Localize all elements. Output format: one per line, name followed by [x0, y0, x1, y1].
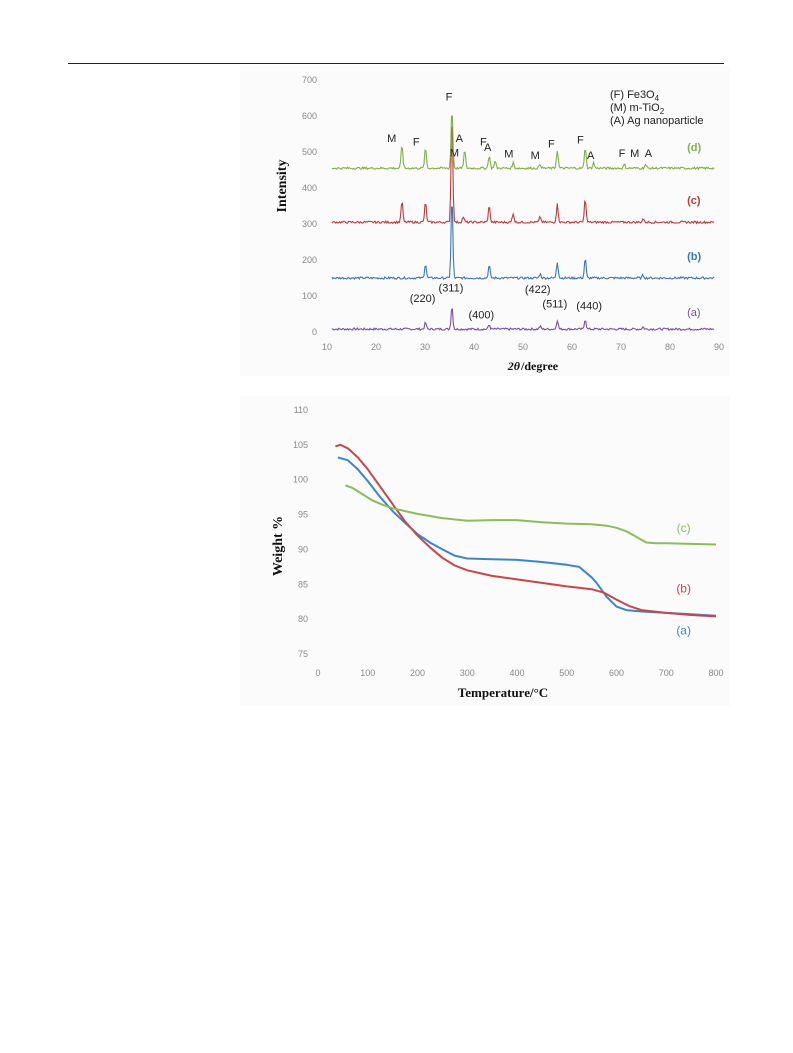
tga-x-tick-label: 600 [609, 668, 624, 678]
xrd-phase-mark: M [630, 148, 639, 160]
tga-x-tick-label: 0 [315, 668, 320, 678]
xrd-y-tick-label: 400 [302, 183, 317, 193]
tga-x-tick-label: 500 [559, 668, 574, 678]
legend-item-fe3o4: (F) Fe3O4 [610, 89, 660, 103]
tga-y-tick-label: 90 [298, 544, 308, 554]
xrd-hkl-label: (440) [576, 300, 602, 312]
tga-y-tick-label: 100 [293, 475, 308, 485]
xrd-phase-mark: F [548, 138, 555, 150]
xrd-series-line-b [331, 206, 715, 281]
xrd-chart-panel: 10 20 30 40 50 60 70 80 90 0 100 200 300 400 500 600 700… [240, 66, 730, 376]
tga-y-tick-label: 80 [298, 614, 308, 624]
tga-chart: 0 100 200 300 400 500 600 700 800 75 80 85 90 95 100 10… [271, 405, 724, 700]
xrd-hkl-label: (511) [542, 299, 567, 311]
xrd-phase-mark: M [387, 133, 396, 145]
tga-y-tick-label: 95 [298, 510, 308, 520]
tga-y-tick-label: 85 [298, 579, 308, 589]
xrd-hkl-label: (311) [439, 282, 464, 294]
xrd-series-line-a [331, 308, 715, 332]
xrd-phase-mark: F [480, 137, 487, 149]
xrd-y-tick-label: 600 [302, 111, 317, 121]
xrd-y-tick-label: 200 [302, 255, 317, 265]
xrd-y-tick-label: 0 [312, 327, 317, 337]
tga-series-line-b [335, 443, 717, 618]
tga-x-tick-label: 200 [410, 668, 425, 678]
legend-item-ag: (A) Ag nanoparticle [610, 115, 704, 127]
tga-x-tick-label: 700 [659, 668, 674, 678]
tga-series-label: (a) [676, 623, 691, 637]
xrd-x-tick-label: 20 [371, 342, 381, 352]
tga-y-tick-label: 105 [293, 440, 308, 450]
xrd-hkl-label: (422) [525, 284, 551, 296]
xrd-y-axis-label: Intensity [275, 160, 290, 213]
tga-x-tick-label: 300 [460, 668, 475, 678]
xrd-x-axis-label-unit: /degree [520, 359, 559, 373]
tga-x-tick-label: 100 [360, 668, 375, 678]
xrd-x-tick-label: 50 [518, 342, 528, 352]
xrd-y-tick-label: 700 [302, 75, 317, 85]
tga-series-line-c [345, 484, 717, 546]
xrd-series-line-d [331, 115, 715, 171]
xrd-phase-mark: A [645, 148, 653, 160]
xrd-legend: (F) Fe3O4 (M) m-TiO2 (A) Ag nanoparticle [610, 89, 704, 127]
legend-item-m-tio2: (M) m-TiO2 [610, 102, 665, 116]
header-rule [68, 63, 724, 64]
xrd-x-tick-label: 40 [469, 342, 479, 352]
xrd-phase-mark: A [456, 133, 464, 145]
xrd-phase-mark: A [484, 142, 492, 154]
xrd-series-label: (b) [687, 251, 701, 263]
xrd-series-line-c [331, 125, 715, 225]
xrd-phase-mark: M [450, 147, 459, 159]
xrd-hkl-label: (400) [469, 309, 495, 321]
tga-x-tick-label: 800 [708, 668, 723, 678]
xrd-series-label: (a) [687, 307, 700, 319]
xrd-x-tick-label: 90 [714, 342, 724, 352]
tga-x-tick-label: 400 [509, 668, 524, 678]
tga-y-tick-label: 75 [298, 649, 308, 659]
xrd-phase-mark: M [504, 148, 513, 160]
xrd-x-tick-label: 70 [616, 342, 626, 352]
xrd-hkl-label: (220) [410, 293, 436, 305]
xrd-series-label: (d) [687, 142, 701, 154]
xrd-x-axis-label-symbol: 2θ [507, 359, 521, 373]
tga-y-tick-label: 110 [294, 405, 308, 415]
xrd-y-tick-label: 100 [302, 291, 317, 301]
xrd-phase-mark: F [413, 137, 420, 149]
xrd-series-label: (c) [687, 195, 701, 207]
xrd-x-tick-label: 30 [420, 342, 430, 352]
xrd-phase-mark: M [531, 150, 540, 162]
xrd-x-tick-label: 80 [665, 342, 675, 352]
xrd-y-tick-label: 500 [302, 147, 317, 157]
xrd-phase-mark: F [577, 135, 584, 147]
tga-series-label: (b) [676, 582, 691, 596]
xrd-x-tick-label: 60 [567, 342, 577, 352]
xrd-chart: 10 20 30 40 50 60 70 80 90 0 100 200 300 400 500 600 700… [275, 75, 724, 373]
xrd-phase-mark: F [446, 92, 453, 104]
tga-series-label: (c) [677, 521, 691, 535]
xrd-phase-mark: F [619, 148, 626, 160]
tga-chart-panel: 0 100 200 300 400 500 600 700 800 75 80 85 90 95 100 10… [240, 396, 730, 706]
xrd-phase-mark: A [587, 150, 595, 162]
tga-x-axis-label: Temperature/°C [458, 685, 548, 700]
xrd-y-tick-label: 300 [302, 219, 317, 229]
tga-y-axis-label: Weight % [271, 516, 286, 576]
xrd-x-tick-label: 10 [322, 342, 332, 352]
tga-series-line-a [337, 456, 717, 617]
